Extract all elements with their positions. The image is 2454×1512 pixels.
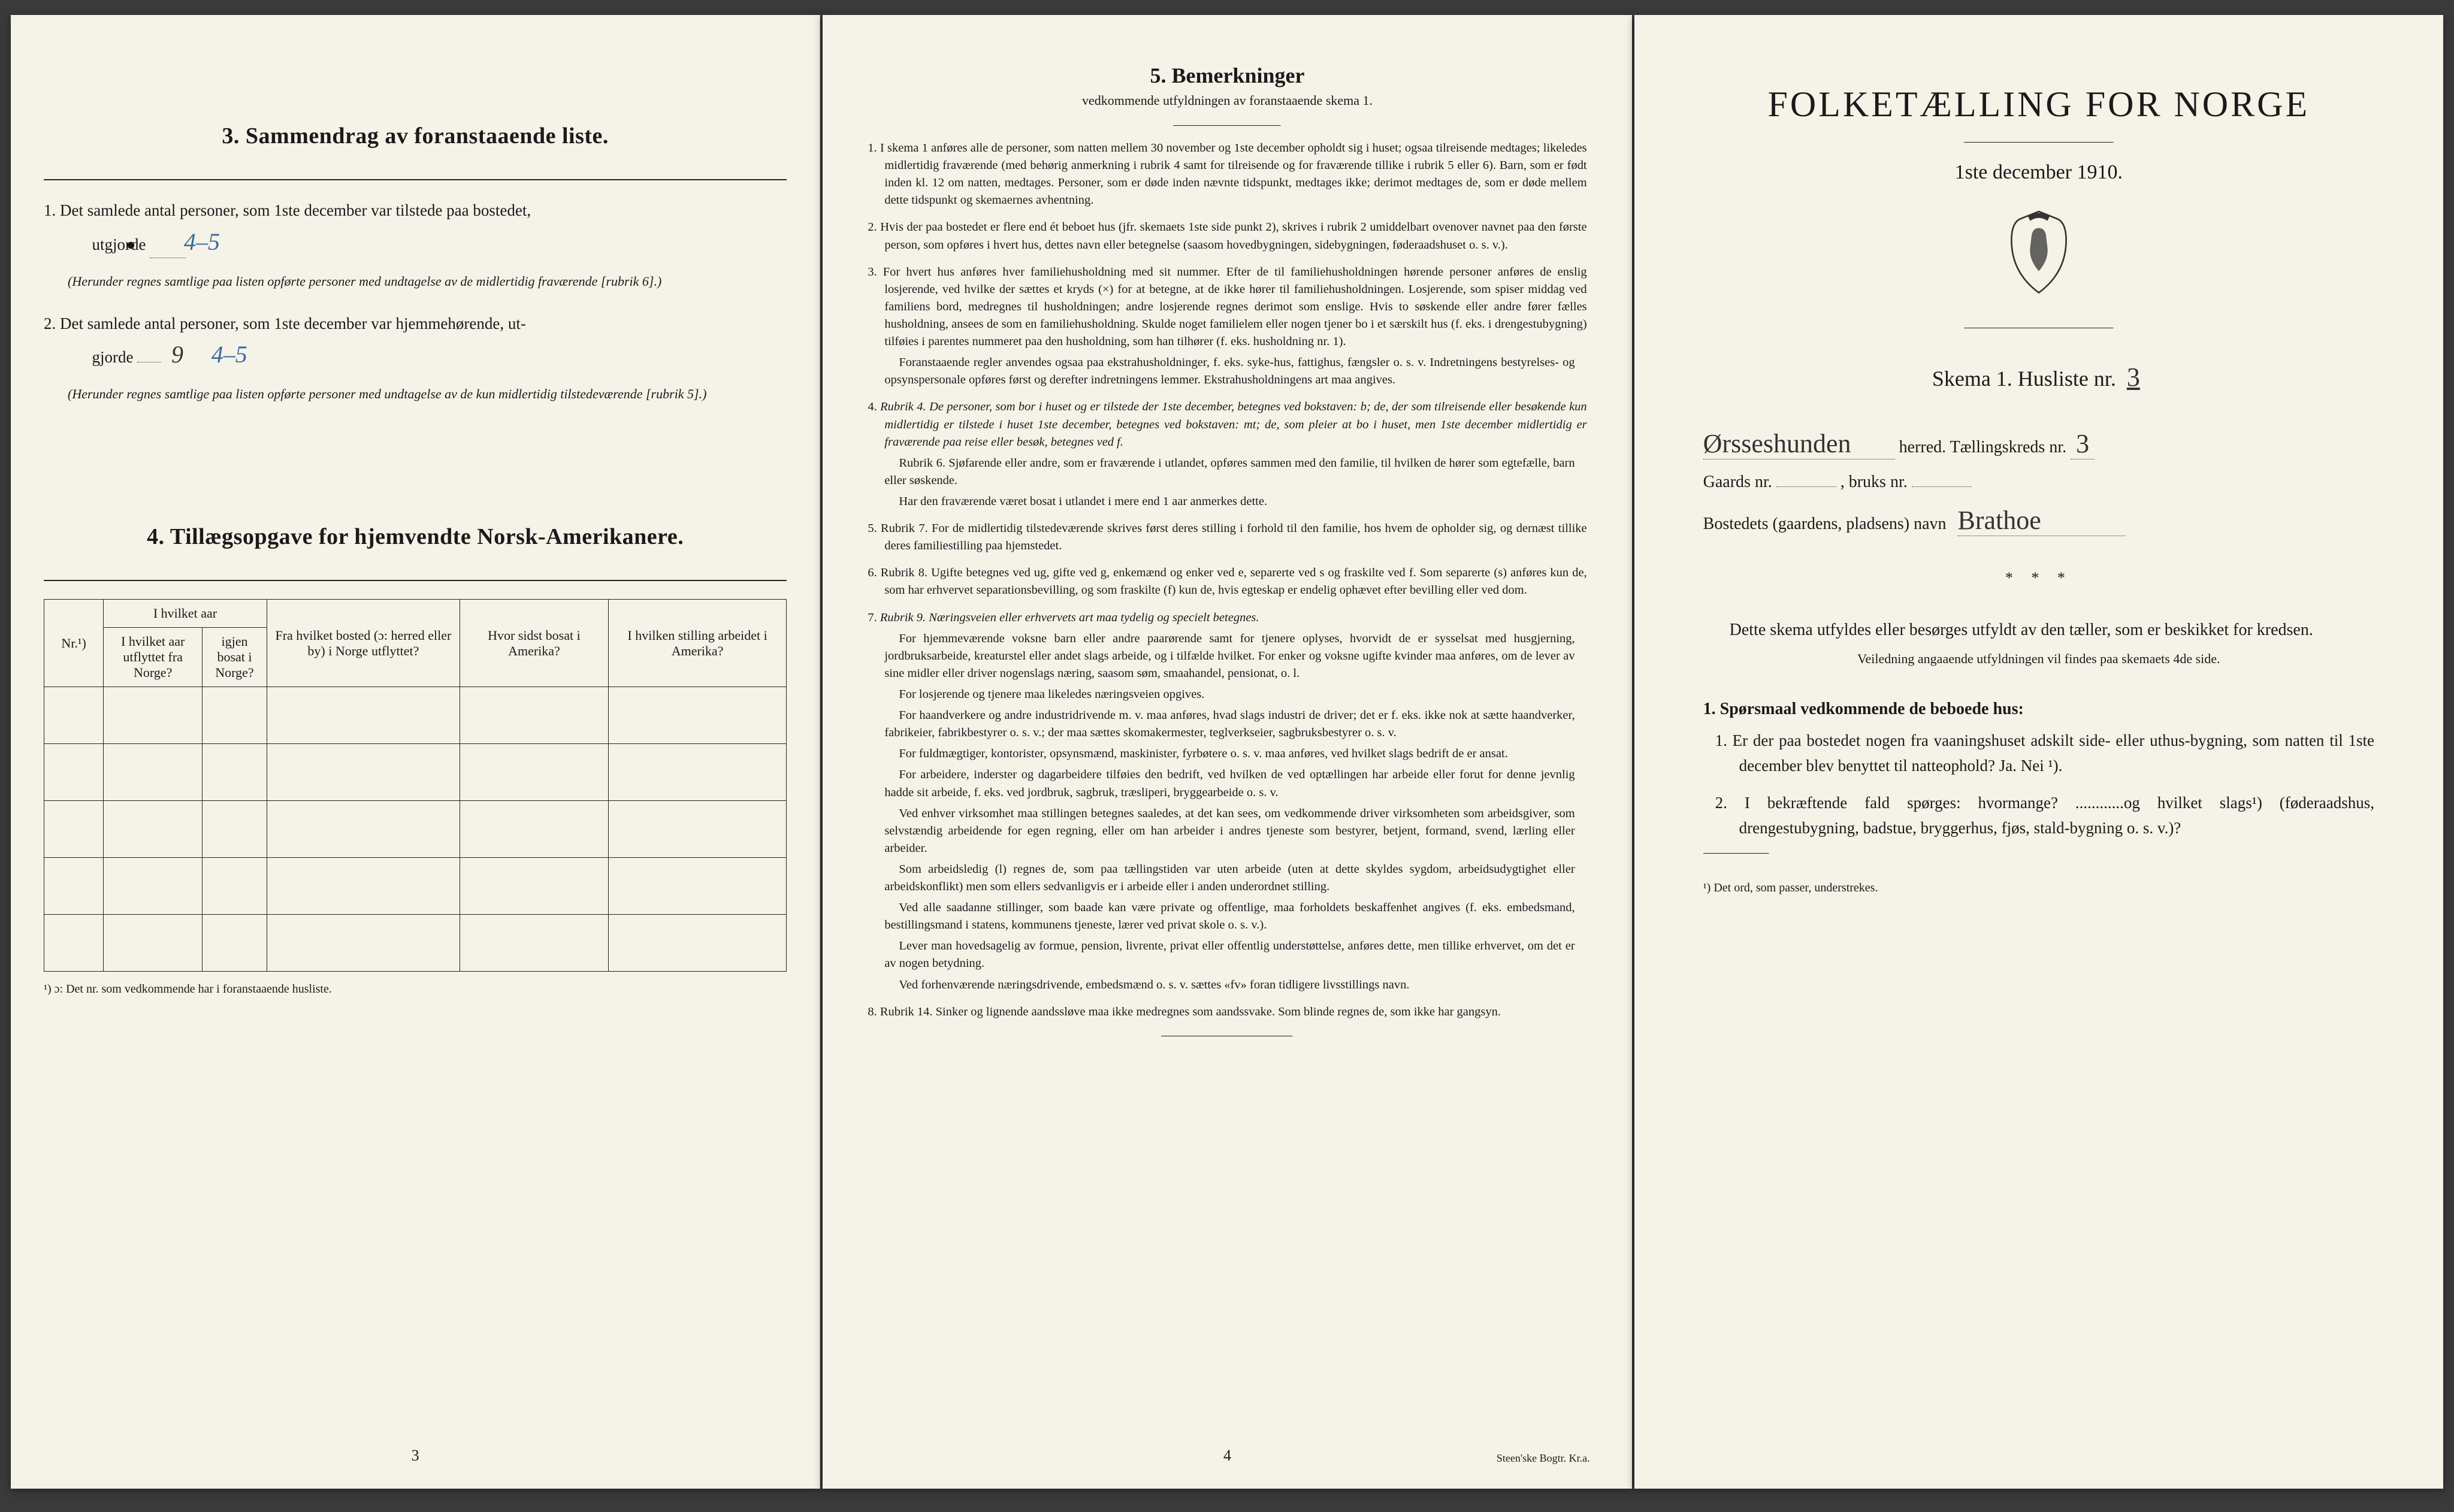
footnote-rule <box>1703 853 1769 854</box>
separator-ornament: * * * <box>1667 569 2410 587</box>
page-number: 4 <box>1223 1447 1231 1465</box>
item-2-text-b: gjorde <box>92 348 134 366</box>
page-right: FOLKETÆLLING FOR NORGE 1ste december 191… <box>1634 15 2443 1489</box>
section-5-heading: 5. Bemerkninger <box>856 63 1598 88</box>
item-2-fine: (Herunder regnes samtlige paa listen opf… <box>68 385 787 404</box>
skema-line: Skema 1. Husliste nr. 3 <box>1667 362 2410 392</box>
table-row <box>44 915 787 972</box>
section-5-subtitle: vedkommende utfyldningen av foranstaaend… <box>856 93 1598 108</box>
item-2: 2. Det samlede antal personer, som 1ste … <box>68 312 787 374</box>
gaards-row: Gaards nr. , bruks nr. <box>1703 473 2374 492</box>
col-where: Hvor sidst bosat i Amerika? <box>460 600 609 687</box>
page-middle: 5. Bemerkninger vedkommende utfyldningen… <box>823 15 1631 1489</box>
printer-mark: Steen'ske Bogtr. Kr.a. <box>1497 1452 1590 1465</box>
emigrant-table: Nr.¹) I hvilket aar Fra hvilket bosted (… <box>44 599 787 972</box>
table-footnote: ¹) ɔ: Det nr. som vedkommende har i fora… <box>44 982 787 996</box>
table-row <box>44 801 787 858</box>
census-title: FOLKETÆLLING FOR NORGE <box>1667 84 2410 125</box>
rule <box>1964 328 2114 329</box>
husliste-nr: 3 <box>2121 362 2145 392</box>
sub-para: Ved forhenværende næringsdrivende, embed… <box>884 976 1574 994</box>
sub-para: Har den fraværende været bosat i utlande… <box>884 493 1574 510</box>
blot-mark: ● <box>150 232 186 258</box>
table-body <box>44 687 787 972</box>
remark-item: Rubrik 8. Ugifte betegnes ved ug, gifte … <box>868 564 1586 599</box>
bosted-row: Bostedets (gaardens, pladsens) navn Brat… <box>1703 505 2374 536</box>
remark-item: Rubrik 9. Næringsveien eller erhvervets … <box>868 609 1586 994</box>
question-1: 1. Er der paa bostedet nogen fra vaaning… <box>1739 728 2374 779</box>
sub-para: Lever man hovedsagelig av formue, pensio… <box>884 938 1574 972</box>
question-heading: 1. Spørsmaal vedkommende de beboede hus: <box>1703 700 2374 719</box>
col-from: Fra hvilket bosted (ɔ: herred eller by) … <box>267 600 460 687</box>
herred-handwritten: Ørsseshunden <box>1703 428 1895 459</box>
rule <box>1964 142 2114 143</box>
table-row <box>44 858 787 915</box>
sub-para: For fuldmægtiger, kontorister, opsynsmæn… <box>884 745 1574 763</box>
item-1-text-b: utgjorde <box>92 235 150 253</box>
rule <box>44 580 787 581</box>
bruks-nr-field <box>1912 486 1972 487</box>
sub-para: For arbeidere, inderster og dagarbeidere… <box>884 766 1574 801</box>
remark-text: Rubrik 4. De personer, som bor i huset o… <box>880 400 1587 448</box>
handwritten-value-2b: 4–5 <box>217 336 265 373</box>
section-4-heading: 4. Tillægsopgave for hjemvendte Norsk-Am… <box>44 524 787 550</box>
herred-label: herred. Tællingskreds nr. <box>1899 438 2066 456</box>
remark-item: Rubrik 14. Sinker og lignende aandssløve… <box>868 1003 1586 1021</box>
col-group-year: I hvilket aar <box>104 600 267 628</box>
sub-para: For losjerende og tjenere maa likeledes … <box>884 686 1574 703</box>
remark-item: Rubrik 7. For de midlertidig tilstedevær… <box>868 520 1586 555</box>
page-number: 3 <box>412 1447 419 1465</box>
kreds-nr: 3 <box>2071 428 2095 459</box>
handwritten-value-2a: 9 <box>165 336 213 373</box>
gaards-label: Gaards nr. <box>1703 473 1772 491</box>
question-1-text: 1. Er der paa bostedet nogen fra vaaning… <box>1715 731 2374 775</box>
remark-item: I skema 1 anføres alle de personer, som … <box>868 140 1586 209</box>
section-3-heading: 3. Sammendrag av foranstaaende liste. <box>44 123 787 149</box>
sub-para: For haandverkere og andre industridriven… <box>884 707 1574 742</box>
coat-of-arms-icon <box>1667 208 2410 301</box>
table-row <box>44 744 787 801</box>
remarks-list: I skema 1 anføres alle de personer, som … <box>868 140 1586 1021</box>
sub-para: Ved enhver virksomhet maa stillingen bet… <box>884 805 1574 857</box>
remark-item: Hvis der paa bostedet er flere end ét be… <box>868 219 1586 253</box>
sub-para: Som arbeidsledig (l) regnes de, som paa … <box>884 861 1574 896</box>
page-left: 3. Sammendrag av foranstaaende liste. 1.… <box>11 15 820 1489</box>
remark-text: For hvert hus anføres hver familiehushol… <box>883 265 1587 348</box>
sub-para: Rubrik 6. Sjøfarende eller andre, som er… <box>884 455 1574 489</box>
document-spread: 3. Sammendrag av foranstaaende liste. 1.… <box>11 15 2443 1489</box>
bruks-label: , bruks nr. <box>1840 473 1908 491</box>
col-nr: Nr.¹) <box>44 600 104 687</box>
question-2: 2. I bekræftende fald spørges: hvormange… <box>1739 791 2374 841</box>
col-year-out: I hvilket aar utflyttet fra Norge? <box>104 628 203 687</box>
census-date: 1ste december 1910. <box>1667 161 2410 184</box>
col-occupation: I hvilken stilling arbeidet i Amerika? <box>608 600 786 687</box>
skema-label: Skema 1. Husliste nr. <box>1932 367 2116 391</box>
rule <box>44 179 787 180</box>
sub-para: For hjemmeværende voksne barn eller andr… <box>884 630 1574 682</box>
table-row <box>44 687 787 744</box>
rule <box>1173 125 1281 126</box>
right-footnote: ¹) Det ord, som passer, understrekes. <box>1703 881 2374 895</box>
handwritten-value-1: 4–5 <box>190 223 238 261</box>
gaards-nr-field <box>1776 486 1836 487</box>
item-1-text-a: 1. Det samlede antal personer, som 1ste … <box>44 201 531 219</box>
bosted-label: Bostedets (gaardens, pladsens) navn <box>1703 515 1947 533</box>
remark-text: Rubrik 9. Næringsveien eller erhvervets … <box>880 611 1259 624</box>
col-year-back: igjen bosat i Norge? <box>203 628 267 687</box>
item-1-fine: (Herunder regnes samtlige paa listen opf… <box>68 273 787 291</box>
herred-row: Ørsseshunden herred. Tællingskreds nr. 3 <box>1703 428 2374 459</box>
remark-item: For hvert hus anføres hver familiehushol… <box>868 264 1586 389</box>
rule <box>1161 1036 1293 1037</box>
sub-para: Foranstaaende regler anvendes ogsaa paa … <box>884 354 1574 389</box>
item-2-text-a: 2. Det samlede antal personer, som 1ste … <box>44 315 526 332</box>
item-1: 1. Det samlede antal personer, som 1ste … <box>68 198 787 261</box>
instruction-small: Veiledning angaaende utfyldningen vil fi… <box>1703 651 2374 667</box>
remark-item: Rubrik 4. De personer, som bor i huset o… <box>868 398 1586 510</box>
instruction-body: Dette skema utfyldes eller besørges utfy… <box>1703 617 2374 643</box>
bosted-handwritten: Brathoe <box>1958 505 2126 536</box>
sub-para: Ved alle saadanne stillinger, som baade … <box>884 899 1574 934</box>
